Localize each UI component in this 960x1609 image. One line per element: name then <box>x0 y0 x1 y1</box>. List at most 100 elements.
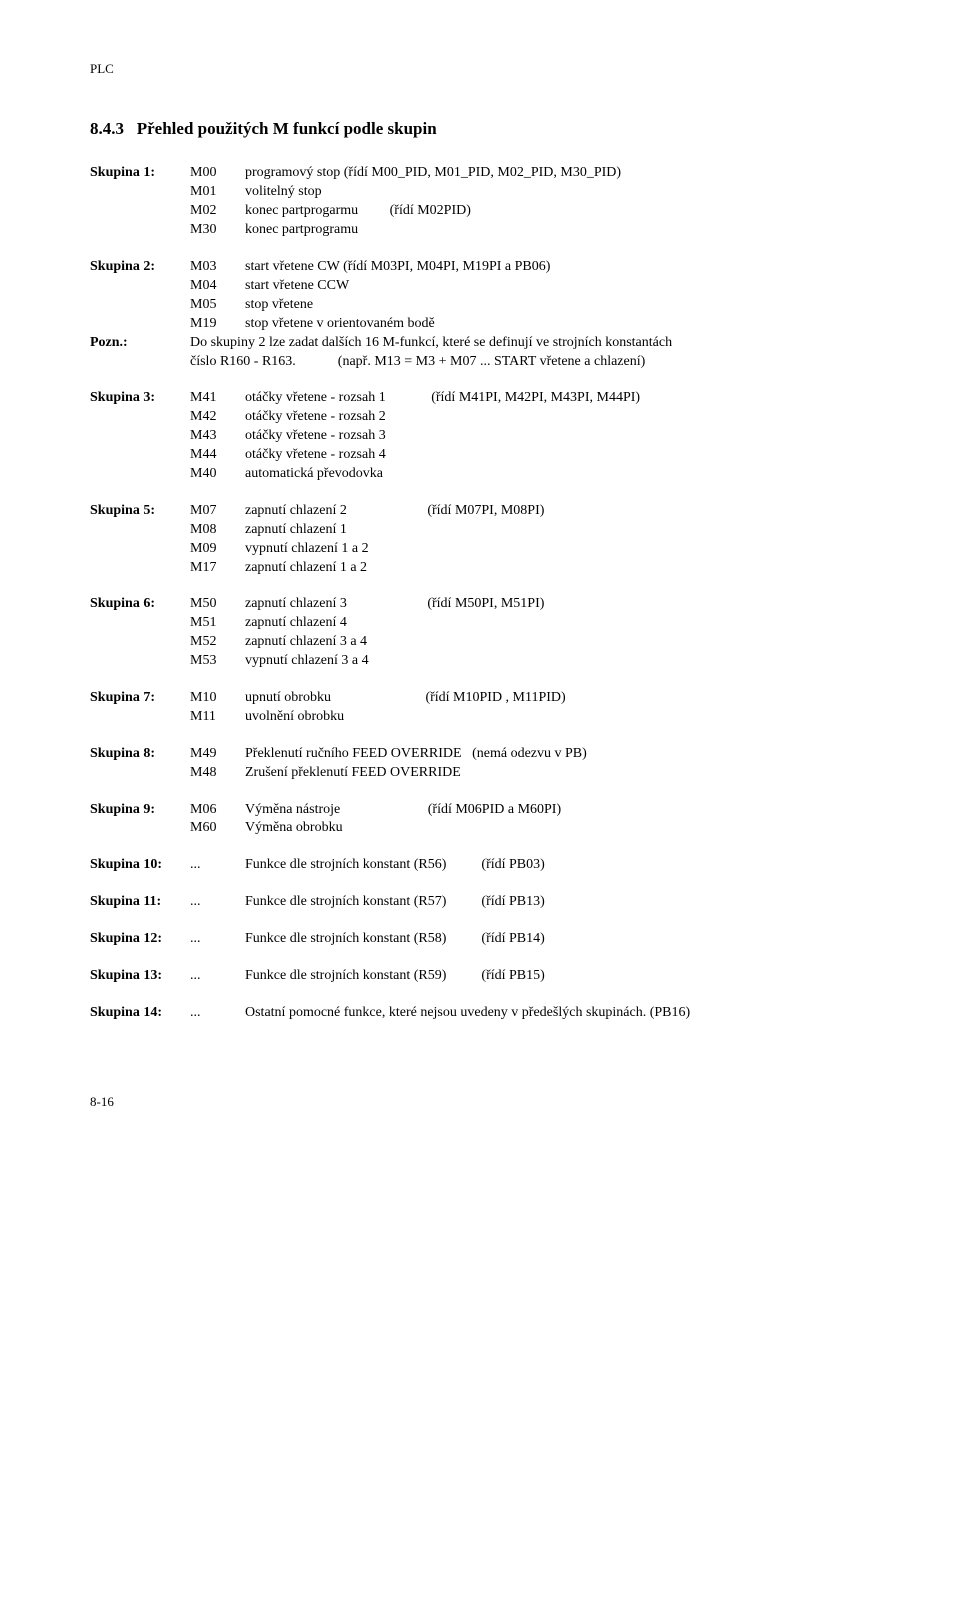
note-text: Do skupiny 2 lze zadat dalších 16 M-funk… <box>190 334 890 353</box>
group-row: M52zapnutí chlazení 3 a 4 <box>90 633 890 652</box>
group-row: M48Zrušení překlenutí FEED OVERRIDE <box>90 764 890 783</box>
m-code: M44 <box>190 446 245 465</box>
group-row: M11uvolnění obrobku <box>90 708 890 727</box>
group-label: Skupina 3: <box>90 389 190 408</box>
m-code: M48 <box>190 764 245 783</box>
m-code: ... <box>190 1004 245 1023</box>
group-row: M30konec partprogramu <box>90 221 890 240</box>
m-desc: zapnutí chlazení 4 <box>245 614 890 633</box>
note-row: Pozn.:Do skupiny 2 lze zadat dalších 16 … <box>90 334 890 353</box>
m-desc: otáčky vřetene - rozsah 1 (řídí M41PI, M… <box>245 389 890 408</box>
group-label: Skupina 6: <box>90 595 190 614</box>
note-text: číslo R160 - R163. (např. M13 = M3 + M07… <box>190 353 890 372</box>
group-row: M44otáčky vřetene - rozsah 4 <box>90 446 890 465</box>
m-desc: Výměna nástroje (řídí M06PID a M60PI) <box>245 801 890 820</box>
group-row: M17zapnutí chlazení 1 a 2 <box>90 559 890 578</box>
group-row: M40automatická převodovka <box>90 465 890 484</box>
group-row: M53vypnutí chlazení 3 a 4 <box>90 652 890 671</box>
group-label: Skupina 2: <box>90 258 190 277</box>
m-desc: otáčky vřetene - rozsah 3 <box>245 427 890 446</box>
m-code: M30 <box>190 221 245 240</box>
m-desc: Funkce dle strojních konstant (R58) (říd… <box>245 930 890 949</box>
group-row: M05stop vřetene <box>90 296 890 315</box>
m-desc: Funkce dle strojních konstant (R57) (říd… <box>245 893 890 912</box>
group-row: Skupina 10:...Funkce dle strojních konst… <box>90 856 890 875</box>
note-row: číslo R160 - R163. (např. M13 = M3 + M07… <box>90 353 890 372</box>
m-desc: volitelný stop <box>245 183 890 202</box>
group: Skupina 6:M50zapnutí chlazení 3 (řídí M5… <box>90 595 890 671</box>
m-desc: start vřetene CW (řídí M03PI, M04PI, M19… <box>245 258 890 277</box>
m-desc: zapnutí chlazení 1 <box>245 521 890 540</box>
group-label: Skupina 5: <box>90 502 190 521</box>
m-code: M40 <box>190 465 245 484</box>
group: Skupina 5:M07zapnutí chlazení 2 (řídí M0… <box>90 502 890 578</box>
group-row: Skupina 3:M41otáčky vřetene - rozsah 1 (… <box>90 389 890 408</box>
m-desc: vypnutí chlazení 3 a 4 <box>245 652 890 671</box>
group-row: M60Výměna obrobku <box>90 819 890 838</box>
m-code: M04 <box>190 277 245 296</box>
group-row: M43otáčky vřetene - rozsah 3 <box>90 427 890 446</box>
group-row: Skupina 13:...Funkce dle strojních konst… <box>90 967 890 986</box>
page-header: PLC <box>90 60 890 78</box>
group: Skupina 1:M00programový stop (řídí M00_P… <box>90 164 890 240</box>
group: Skupina 2:M03start vřetene CW (řídí M03P… <box>90 258 890 371</box>
m-desc: stop vřetene <box>245 296 890 315</box>
group: Skupina 13:...Funkce dle strojních konst… <box>90 967 890 986</box>
group: Skupina 14:...Ostatní pomocné funkce, kt… <box>90 1004 890 1023</box>
group-row: Skupina 14:...Ostatní pomocné funkce, kt… <box>90 1004 890 1023</box>
note-label: Pozn.: <box>90 334 190 353</box>
group-row: M09vypnutí chlazení 1 a 2 <box>90 540 890 559</box>
group: Skupina 7:M10upnutí obrobku (řídí M10PID… <box>90 689 890 727</box>
group: Skupina 10:...Funkce dle strojních konst… <box>90 856 890 875</box>
section-heading: Přehled použitých M funkcí podle skupin <box>137 119 437 138</box>
group-row: M19stop vřetene v orientovaném bodě <box>90 315 890 334</box>
m-desc: upnutí obrobku (řídí M10PID , M11PID) <box>245 689 890 708</box>
m-code: M00 <box>190 164 245 183</box>
group-label: Skupina 11: <box>90 893 190 912</box>
m-code: M60 <box>190 819 245 838</box>
m-code: ... <box>190 930 245 949</box>
m-desc: Zrušení překlenutí FEED OVERRIDE <box>245 764 890 783</box>
m-code: M10 <box>190 689 245 708</box>
m-code: M41 <box>190 389 245 408</box>
m-desc: Funkce dle strojních konstant (R59) (říd… <box>245 967 890 986</box>
group-label: Skupina 12: <box>90 930 190 949</box>
group-row: Skupina 8:M49Překlenutí ručního FEED OVE… <box>90 745 890 764</box>
m-desc: stop vřetene v orientovaném bodě <box>245 315 890 334</box>
group: Skupina 9:M06Výměna nástroje (řídí M06PI… <box>90 801 890 839</box>
m-desc: vypnutí chlazení 1 a 2 <box>245 540 890 559</box>
group-label: Skupina 13: <box>90 967 190 986</box>
group-label: Skupina 8: <box>90 745 190 764</box>
m-desc: zapnutí chlazení 2 (řídí M07PI, M08PI) <box>245 502 890 521</box>
groups-container: Skupina 1:M00programový stop (řídí M00_P… <box>90 164 890 1022</box>
section-title: 8.4.3 Přehled použitých M funkcí podle s… <box>90 118 890 141</box>
m-code: M11 <box>190 708 245 727</box>
group-row: M01volitelný stop <box>90 183 890 202</box>
group-row: Skupina 7:M10upnutí obrobku (řídí M10PID… <box>90 689 890 708</box>
m-code: M43 <box>190 427 245 446</box>
m-desc: otáčky vřetene - rozsah 4 <box>245 446 890 465</box>
m-code: ... <box>190 967 245 986</box>
footer-text: 8-16 <box>90 1094 114 1109</box>
group-label: Skupina 7: <box>90 689 190 708</box>
group-row: M51zapnutí chlazení 4 <box>90 614 890 633</box>
m-code: M05 <box>190 296 245 315</box>
m-desc: Výměna obrobku <box>245 819 890 838</box>
m-desc: programový stop (řídí M00_PID, M01_PID, … <box>245 164 890 183</box>
m-desc: zapnutí chlazení 3 (řídí M50PI, M51PI) <box>245 595 890 614</box>
m-desc: start vřetene CCW <box>245 277 890 296</box>
group-row: M08zapnutí chlazení 1 <box>90 521 890 540</box>
m-code: M50 <box>190 595 245 614</box>
m-desc: zapnutí chlazení 3 a 4 <box>245 633 890 652</box>
m-code: M17 <box>190 559 245 578</box>
m-code: M53 <box>190 652 245 671</box>
header-text: PLC <box>90 61 114 76</box>
group-row: Skupina 5:M07zapnutí chlazení 2 (řídí M0… <box>90 502 890 521</box>
page-footer: 8-16 <box>90 1093 890 1111</box>
m-code: M19 <box>190 315 245 334</box>
m-desc: konec partprogramu <box>245 221 890 240</box>
m-code: ... <box>190 893 245 912</box>
m-code: M52 <box>190 633 245 652</box>
group: Skupina 3:M41otáčky vřetene - rozsah 1 (… <box>90 389 890 483</box>
m-desc: uvolnění obrobku <box>245 708 890 727</box>
